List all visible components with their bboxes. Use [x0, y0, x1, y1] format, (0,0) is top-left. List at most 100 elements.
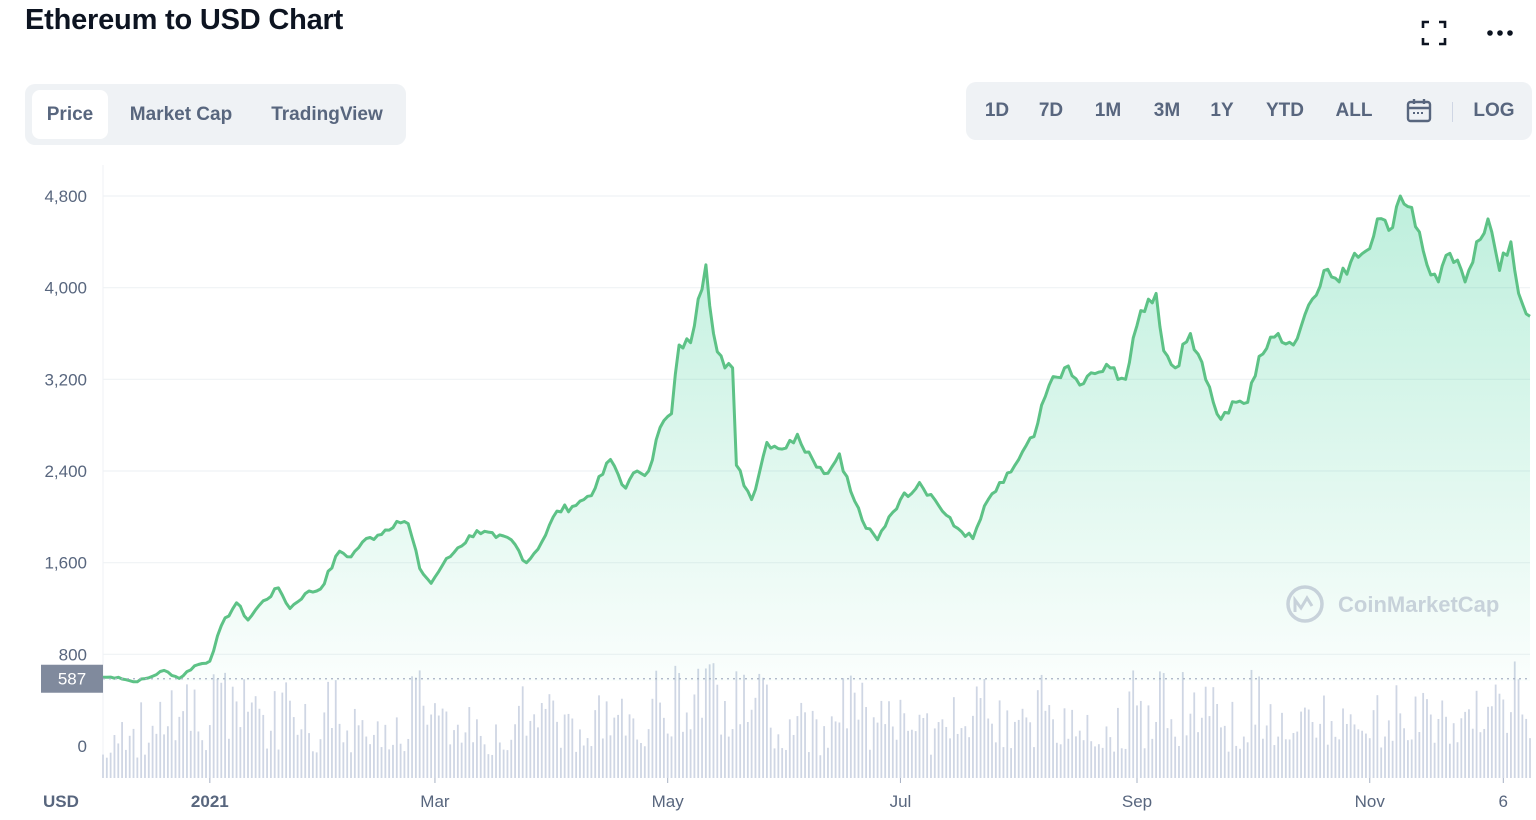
volume-bar: [750, 709, 753, 778]
volume-bar: [582, 745, 585, 778]
volume-bar: [338, 723, 341, 778]
volume-bar: [1433, 742, 1436, 778]
range-3m[interactable]: 3M: [1153, 100, 1181, 121]
coinmarketcap-logo: [1286, 585, 1324, 623]
x-tick-label: 2021: [191, 792, 229, 811]
volume-bar: [1380, 747, 1383, 778]
volume-bar: [1349, 714, 1352, 778]
volume-bar: [655, 670, 658, 778]
y-tick-label: 800: [59, 645, 87, 664]
volume-bar: [1220, 727, 1222, 778]
volume-bar: [670, 736, 673, 778]
volume-bar: [1357, 729, 1360, 778]
volume-bar: [701, 717, 703, 778]
volume-bar: [1204, 686, 1207, 778]
volume-bar: [132, 728, 135, 778]
volume-bar: [1517, 679, 1520, 778]
coinmarketcap-watermark: CoinMarketCap: [1286, 585, 1499, 623]
volume-bar: [1147, 705, 1150, 778]
volume-bar: [235, 701, 238, 778]
volume-bar: [662, 717, 665, 778]
log-scale-toggle[interactable]: LOG: [1473, 100, 1515, 121]
volume-bar: [388, 749, 391, 778]
chart-view-tabs: Price Market Cap TradingView: [25, 84, 406, 145]
volume-bar: [208, 725, 211, 778]
volume-bar: [266, 748, 268, 778]
volume-bar: [601, 738, 604, 778]
volume-bar: [651, 698, 654, 778]
volume-bar: [685, 712, 688, 778]
fullscreen-button[interactable]: [1417, 18, 1451, 48]
volume-bar: [1487, 706, 1489, 778]
volume-bar: [1410, 739, 1413, 778]
volume-bar: [1262, 738, 1264, 778]
volume-bar: [708, 664, 711, 778]
volume-bar: [357, 725, 360, 778]
volume-bar: [220, 682, 223, 778]
volume-bar: [1017, 719, 1020, 778]
volume-bar: [327, 681, 330, 778]
volume-bar: [468, 707, 471, 778]
y-tick-label: 3,200: [44, 370, 87, 389]
calendar-button[interactable]: [1398, 82, 1440, 140]
volume-bar: [628, 714, 631, 778]
volume-bar: [155, 733, 158, 778]
volume-bar: [804, 712, 806, 778]
volume-bar: [491, 754, 494, 778]
volume-bar: [1231, 701, 1234, 778]
volume-bar: [517, 705, 520, 778]
range-1y[interactable]: 1Y: [1210, 100, 1234, 121]
volume-bar: [903, 713, 906, 778]
volume-bar: [273, 691, 276, 778]
volume-bar: [846, 728, 848, 778]
volume-bar: [838, 722, 841, 778]
volume-bar: [1158, 671, 1161, 778]
tab-price[interactable]: Price: [32, 90, 108, 139]
more-options-button[interactable]: [1483, 18, 1517, 48]
volume-bar: [1174, 736, 1177, 778]
volume-bar: [1300, 711, 1302, 778]
volume-bar: [1223, 725, 1226, 778]
volume-bar: [1365, 733, 1367, 778]
volume-bar: [239, 727, 242, 778]
volume-bar: [418, 670, 421, 778]
volume-bar: [785, 749, 787, 778]
tab-tradingview[interactable]: TradingView: [271, 103, 383, 125]
volume-bar: [121, 722, 123, 778]
fullscreen-icon: [1421, 20, 1447, 46]
volume-bar: [1120, 748, 1123, 778]
range-ytd[interactable]: YTD: [1266, 100, 1304, 121]
volume-bar: [922, 717, 925, 778]
volume-bar: [609, 735, 612, 778]
y-tick-label: 2,400: [44, 462, 87, 481]
volume-bar: [693, 694, 696, 778]
volume-bar: [1288, 739, 1291, 778]
volume-bar: [1040, 674, 1043, 778]
volume-bar: [311, 751, 314, 778]
tab-market-cap[interactable]: Market Cap: [129, 103, 233, 125]
range-1m[interactable]: 1M: [1094, 100, 1122, 121]
volume-bar: [1277, 736, 1280, 778]
volume-bar: [201, 740, 204, 778]
volume-bar: [254, 696, 257, 778]
x-tick-label: 6: [1499, 792, 1508, 811]
more-horizontal-icon: [1487, 30, 1513, 36]
volume-bar: [1506, 732, 1509, 778]
range-1d[interactable]: 1D: [984, 100, 1010, 121]
time-range-selector: 1D 7D 1M 3M 1Y YTD ALL LOG: [966, 82, 1532, 140]
volume-bar: [888, 701, 890, 778]
volume-bar: [479, 735, 482, 778]
volume-bar: [1139, 700, 1142, 778]
volume-bar: [1448, 743, 1451, 778]
volume-bar: [533, 714, 536, 778]
volume-bar: [1303, 707, 1306, 778]
reference-price-badge: [41, 664, 103, 693]
volume-bar: [414, 677, 417, 778]
volume-bar: [430, 714, 433, 778]
range-7d[interactable]: 7D: [1038, 100, 1064, 121]
range-all[interactable]: ALL: [1335, 100, 1373, 121]
volume-bar: [1414, 696, 1417, 778]
volume-bar: [537, 727, 539, 778]
volume-bar: [1048, 705, 1051, 778]
volume-bar: [1021, 708, 1024, 778]
